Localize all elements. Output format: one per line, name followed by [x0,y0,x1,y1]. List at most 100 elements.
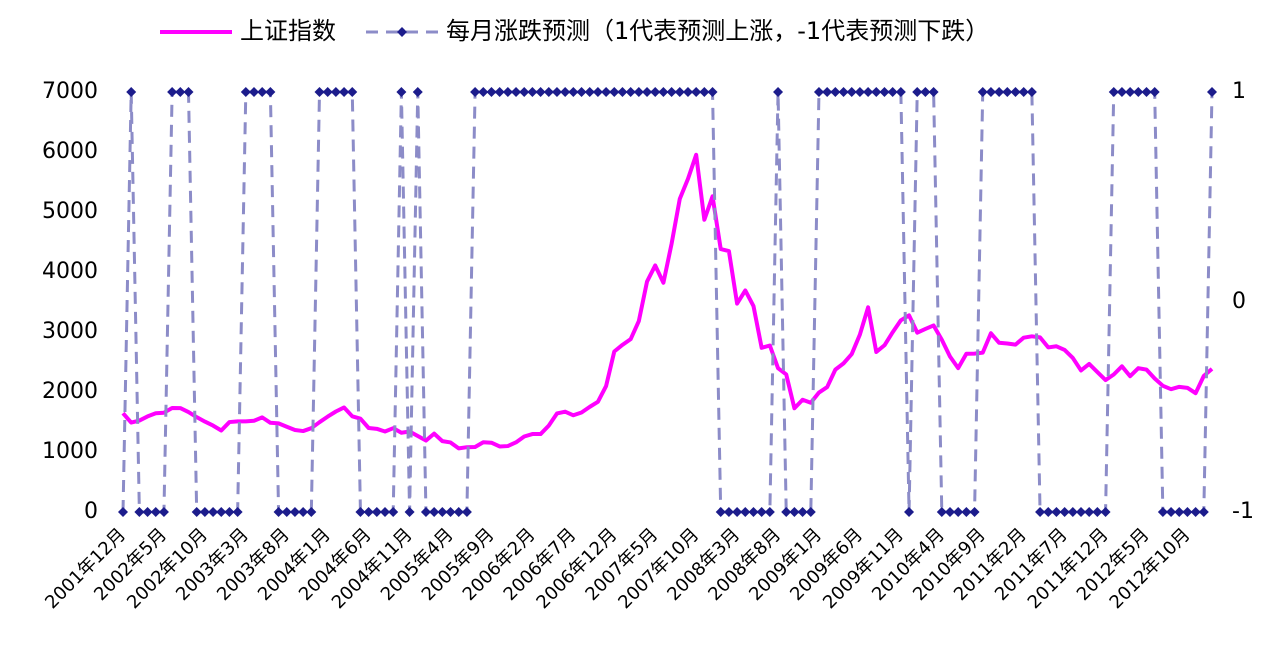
marker [208,507,219,517]
y2-tick-label: 0 [1232,289,1246,314]
marker [551,87,562,97]
marker [191,507,202,517]
series-line [121,152,1214,451]
y2-tick-label: -1 [1232,499,1254,524]
marker [412,87,423,97]
marker [289,507,300,517]
marker [355,507,366,517]
marker [609,87,620,97]
marker [1100,507,1111,517]
marker [535,87,546,97]
marker [830,87,841,97]
marker [920,87,931,97]
marker [420,507,431,517]
marker [944,507,955,517]
marker [126,87,137,97]
marker [732,507,743,517]
marker [273,507,284,517]
y-tick-label: 3000 [42,319,98,344]
legend-label: 上证指数 [240,17,336,45]
marker [715,507,726,517]
marker [985,87,996,97]
marker [1043,507,1054,517]
marker [118,507,128,517]
marker [1125,87,1136,97]
marker [682,87,693,97]
marker [453,507,464,517]
marker [805,507,816,517]
marker [1207,87,1217,97]
marker [936,507,947,517]
marker [224,507,235,517]
marker [764,507,775,517]
marker [265,87,276,97]
marker [781,507,792,517]
marker [969,507,980,517]
marker [838,87,849,97]
marker [478,87,489,97]
marker [699,87,710,97]
marker [1174,507,1185,517]
marker [240,87,251,97]
marker [617,87,628,97]
marker [666,87,677,97]
marker [257,87,268,97]
marker [633,87,644,97]
marker [470,87,481,97]
marker [576,87,587,97]
marker [1166,507,1177,517]
marker [977,87,988,97]
marker [150,507,161,517]
marker [502,87,513,97]
marker [601,87,612,97]
marker [1157,507,1168,517]
marker [429,507,440,517]
marker [846,87,857,97]
marker [813,87,824,97]
marker [822,87,833,97]
marker [650,87,661,97]
marker [167,87,178,97]
marker [314,87,325,97]
marker [773,87,784,97]
marker [1116,87,1127,97]
marker [928,87,939,97]
marker [854,87,865,97]
marker [1084,507,1095,517]
marker [592,87,603,97]
marker [1035,507,1046,517]
marker [298,507,309,517]
marker [281,507,292,517]
marker [560,87,571,97]
marker [1075,507,1086,517]
marker [625,87,636,97]
marker [748,507,759,517]
marker [461,507,472,517]
marker [994,87,1005,97]
marker [1051,507,1062,517]
marker [363,507,374,517]
marker [1010,87,1021,97]
marker [691,87,702,97]
marker [1198,507,1209,517]
marker [388,507,399,517]
marker [879,87,890,97]
y-tick-label: 2000 [42,379,98,404]
marker [199,507,210,517]
marker [249,87,260,97]
marker [658,87,669,97]
marker [347,87,358,97]
marker [330,87,341,97]
marker [1133,87,1144,97]
marker [396,87,407,97]
marker [216,507,227,517]
marker [486,87,497,97]
marker [1018,87,1029,97]
y-tick-label: 0 [84,499,98,524]
marker [404,507,415,517]
marker [1108,87,1119,97]
marker [306,507,317,517]
marker [953,507,964,517]
marker [912,87,923,97]
marker [183,87,194,97]
